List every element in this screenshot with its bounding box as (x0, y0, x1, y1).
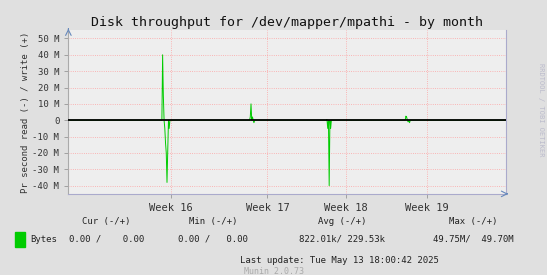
Text: 822.01k/ 229.53k: 822.01k/ 229.53k (299, 235, 385, 244)
Text: Last update: Tue May 13 18:00:42 2025: Last update: Tue May 13 18:00:42 2025 (240, 256, 439, 265)
Text: Max (-/+): Max (-/+) (449, 217, 497, 226)
Text: Cur (-/+): Cur (-/+) (83, 217, 131, 226)
Y-axis label: Pr second read (-) / write (+): Pr second read (-) / write (+) (21, 31, 30, 193)
Text: 49.75M/  49.70M: 49.75M/ 49.70M (433, 235, 514, 244)
Text: RRDTOOL / TOBI OETIKER: RRDTOOL / TOBI OETIKER (538, 63, 544, 157)
Text: 0.00 /    0.00: 0.00 / 0.00 (69, 235, 144, 244)
Text: Avg (-/+): Avg (-/+) (318, 217, 366, 226)
Text: Bytes: Bytes (30, 235, 57, 244)
Title: Disk throughput for /dev/mapper/mpathi - by month: Disk throughput for /dev/mapper/mpathi -… (91, 16, 483, 29)
Text: Munin 2.0.73: Munin 2.0.73 (243, 267, 304, 275)
Text: Min (-/+): Min (-/+) (189, 217, 237, 226)
Text: 0.00 /   0.00: 0.00 / 0.00 (178, 235, 248, 244)
